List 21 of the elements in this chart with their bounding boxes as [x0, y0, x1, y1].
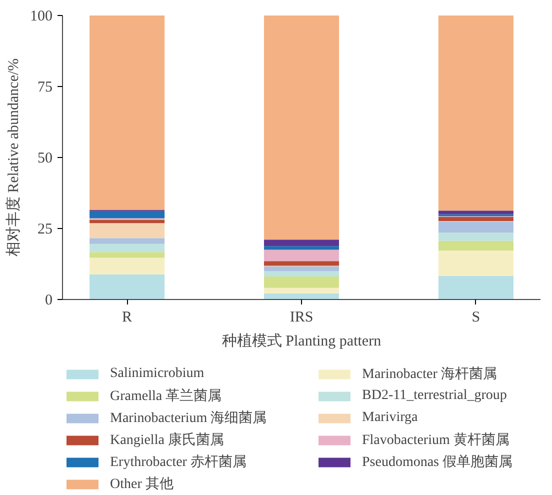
y-tick-label: 75: [38, 80, 52, 96]
legend-label: Other 其他: [110, 476, 174, 493]
x-tick-label: S: [472, 310, 480, 326]
legend-label: Kangiella 康氏菌属: [110, 431, 225, 449]
legend-label: Marinobacterium 海细菌属: [110, 410, 268, 427]
x-axis-title: 种植模式 Planting pattern: [222, 332, 382, 350]
legend-label: Gramella 革兰菌属: [110, 388, 223, 405]
y-tick-label: 50: [38, 150, 52, 166]
x-tick-label: R: [122, 310, 132, 326]
legend-label: Marinobacter 海杆菌属: [362, 366, 498, 383]
legend-label: Erythrobacter 赤杆菌属: [110, 454, 248, 471]
legend-label: Salinimicrobium: [110, 366, 206, 382]
y-tick-label: 100: [30, 8, 52, 24]
y-axis-title: 相对丰度 Relative abundance/%: [5, 58, 22, 257]
y-tick-label: 0: [45, 292, 52, 308]
legend-label: Flavobacterium 黄杆菌属: [362, 432, 510, 449]
legend-label: Pseudomonas 假单胞菌属: [362, 454, 514, 471]
legend-label: BD2-11_terrestrial_group: [362, 388, 508, 404]
y-tick-label: 25: [38, 222, 52, 238]
x-tick-label: IRS: [290, 310, 314, 326]
legend-label: Marivirga: [362, 410, 419, 426]
